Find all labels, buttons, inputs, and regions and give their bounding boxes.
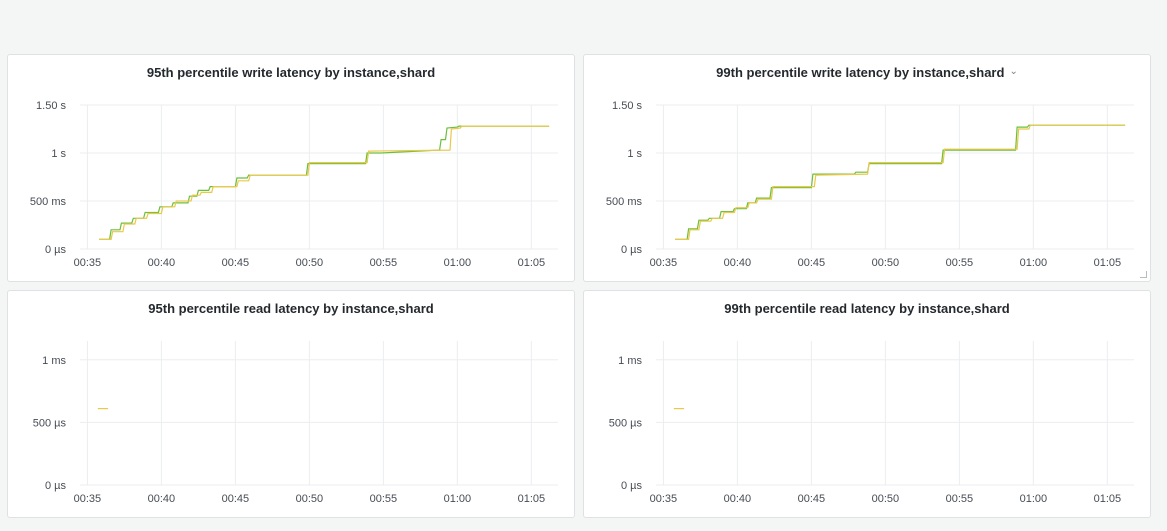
x-tick-label: 00:50 [872, 257, 900, 269]
x-tick-label: 00:55 [946, 257, 974, 269]
y-tick-label: 500 ms [606, 196, 643, 208]
y-tick-label: 0 µs [45, 244, 67, 256]
x-tick-label: 00:40 [724, 257, 752, 269]
x-tick-label: 01:05 [1094, 493, 1122, 505]
x-tick-label: 00:35 [650, 493, 678, 505]
x-tick-label: 00:50 [296, 257, 324, 269]
x-tick-label: 00:40 [148, 493, 176, 505]
x-tick-label: 00:55 [370, 493, 398, 505]
x-tick-label: 00:35 [74, 257, 102, 269]
y-tick-label: 1 s [627, 148, 642, 160]
x-tick-label: 00:45 [222, 493, 250, 505]
x-tick-label: 00:35 [650, 257, 678, 269]
panel-title[interactable]: 95th percentile write latency by instanc… [146, 64, 436, 80]
x-tick-label: 00:55 [946, 493, 974, 505]
y-tick-label: 1.50 s [36, 100, 66, 112]
x-tick-label: 01:05 [518, 257, 546, 269]
panel-95th-write-latency[interactable]: 95th percentile write latency by instanc… [7, 54, 575, 282]
x-tick-label: 01:00 [444, 257, 472, 269]
panel-99th-read-latency[interactable]: 99th percentile read latency by instance… [583, 290, 1151, 518]
y-tick-label: 500 ms [30, 196, 67, 208]
chart-95th-read-latency: 0 µs 500 µs 1 ms 00:35 00:40 00:45 00:50 00:55 0… [33, 341, 558, 505]
x-tick-label: 01:00 [444, 493, 472, 505]
x-tick-label: 00:50 [872, 493, 900, 505]
y-tick-label: 500 µs [609, 417, 643, 429]
y-tick-label: 0 µs [45, 480, 67, 492]
x-tick-label: 01:00 [1020, 257, 1048, 269]
x-tick-label: 00:45 [222, 257, 250, 269]
x-tick-label: 00:45 [798, 257, 826, 269]
x-tick-label: 01:05 [1094, 257, 1122, 269]
y-tick-label: 1 s [51, 148, 66, 160]
series-line-0[interactable] [675, 124, 1126, 240]
panel-95th-read-latency[interactable]: 95th percentile read latency by instance… [7, 290, 575, 518]
x-tick-label: 00:50 [296, 493, 324, 505]
chart-99th-write-latency: 0 µs 500 ms 1 s 1.50 s 00:35 00:40 00:45 00:50 0… [606, 100, 1134, 269]
y-tick-label: 1.50 s [612, 100, 642, 112]
panel-header[interactable]: 95th percentile write latency by instanc… [8, 55, 574, 89]
chevron-down-icon[interactable]: ⌄ [1009, 65, 1018, 77]
series-line-1[interactable] [675, 124, 1126, 240]
y-tick-label: 1 ms [618, 355, 642, 367]
resize-handle[interactable] [1140, 271, 1147, 278]
panel-title[interactable]: 99th percentile write latency by instanc… [716, 64, 1005, 80]
panel-title[interactable]: 99th percentile read latency by instance… [724, 300, 1010, 316]
panel-header[interactable]: 95th percentile read latency by instance… [8, 291, 574, 325]
x-tick-label: 00:55 [370, 257, 398, 269]
panel-header[interactable]: 99th percentile write latency by instanc… [584, 55, 1150, 89]
x-tick-label: 00:45 [798, 493, 826, 505]
x-tick-label: 00:40 [148, 257, 176, 269]
panel-99th-write-latency[interactable]: 99th percentile write latency by instanc… [583, 54, 1151, 282]
y-tick-label: 0 µs [621, 244, 643, 256]
y-tick-label: 0 µs [621, 480, 643, 492]
x-tick-label: 00:40 [724, 493, 752, 505]
panel-title[interactable]: 95th percentile read latency by instance… [148, 300, 434, 316]
series-line-0[interactable] [99, 125, 550, 240]
x-tick-label: 01:05 [518, 493, 546, 505]
x-tick-label: 01:00 [1020, 493, 1048, 505]
x-tick-label: 00:35 [74, 493, 102, 505]
chart-95th-write-latency: 0 µs 500 ms 1 s 1.50 s 00:35 00:40 00:45 00:50 0… [30, 100, 558, 269]
chart-99th-read-latency: 0 µs 500 µs 1 ms 00:35 00:40 00:45 00:50 00:55 0… [609, 341, 1134, 505]
y-tick-label: 1 ms [42, 355, 66, 367]
series-line-1[interactable] [99, 125, 550, 240]
panel-header[interactable]: 99th percentile read latency by instance… [584, 291, 1150, 325]
y-tick-label: 500 µs [33, 417, 67, 429]
